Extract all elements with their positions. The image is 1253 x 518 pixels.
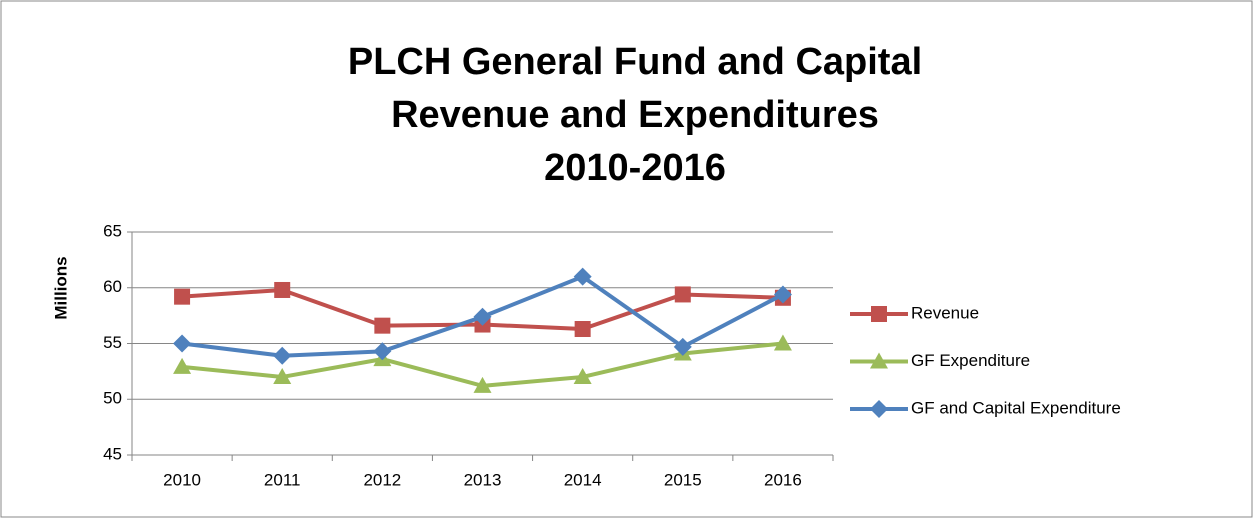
x-tick-label: 2015 xyxy=(664,470,702,489)
data-point xyxy=(473,307,492,326)
y-tick-label: 65 xyxy=(103,221,122,240)
chart-title: PLCH General Fund and Capital xyxy=(348,41,922,83)
legend-marker xyxy=(870,400,888,418)
data-point xyxy=(174,288,191,305)
x-tick-label: 2016 xyxy=(764,470,802,489)
chart-title: Revenue and Expenditures xyxy=(391,94,879,136)
data-point xyxy=(573,367,592,384)
data-point xyxy=(173,357,192,374)
chart-title: 2010-2016 xyxy=(544,147,726,189)
legend-label: GF Expenditure xyxy=(911,351,1030,370)
legend-marker xyxy=(870,352,888,369)
data-point xyxy=(773,285,792,304)
data-point xyxy=(673,337,692,356)
data-point xyxy=(374,317,391,334)
x-tick-label: 2012 xyxy=(363,470,401,489)
y-tick-label: 55 xyxy=(103,333,122,352)
data-point xyxy=(273,346,292,365)
x-tick-label: 2014 xyxy=(564,470,602,489)
y-tick-label: 50 xyxy=(103,389,122,408)
legend-label: GF and Capital Expenditure xyxy=(911,398,1121,417)
data-point xyxy=(173,334,192,353)
data-point xyxy=(273,367,292,384)
data-point xyxy=(573,267,592,286)
legend-label: Revenue xyxy=(911,303,979,322)
data-point xyxy=(773,334,792,351)
data-point xyxy=(674,286,691,303)
data-point xyxy=(373,342,392,361)
x-tick-label: 2011 xyxy=(264,470,301,489)
data-point xyxy=(574,321,591,338)
data-point xyxy=(473,376,492,393)
y-tick-label: 60 xyxy=(103,277,122,296)
legend-marker xyxy=(871,306,887,322)
y-tick-label: 45 xyxy=(103,444,122,463)
y-axis-label: Millions xyxy=(51,256,70,319)
x-tick-label: 2010 xyxy=(163,470,201,489)
data-point xyxy=(274,281,291,298)
x-tick-label: 2013 xyxy=(464,470,502,489)
